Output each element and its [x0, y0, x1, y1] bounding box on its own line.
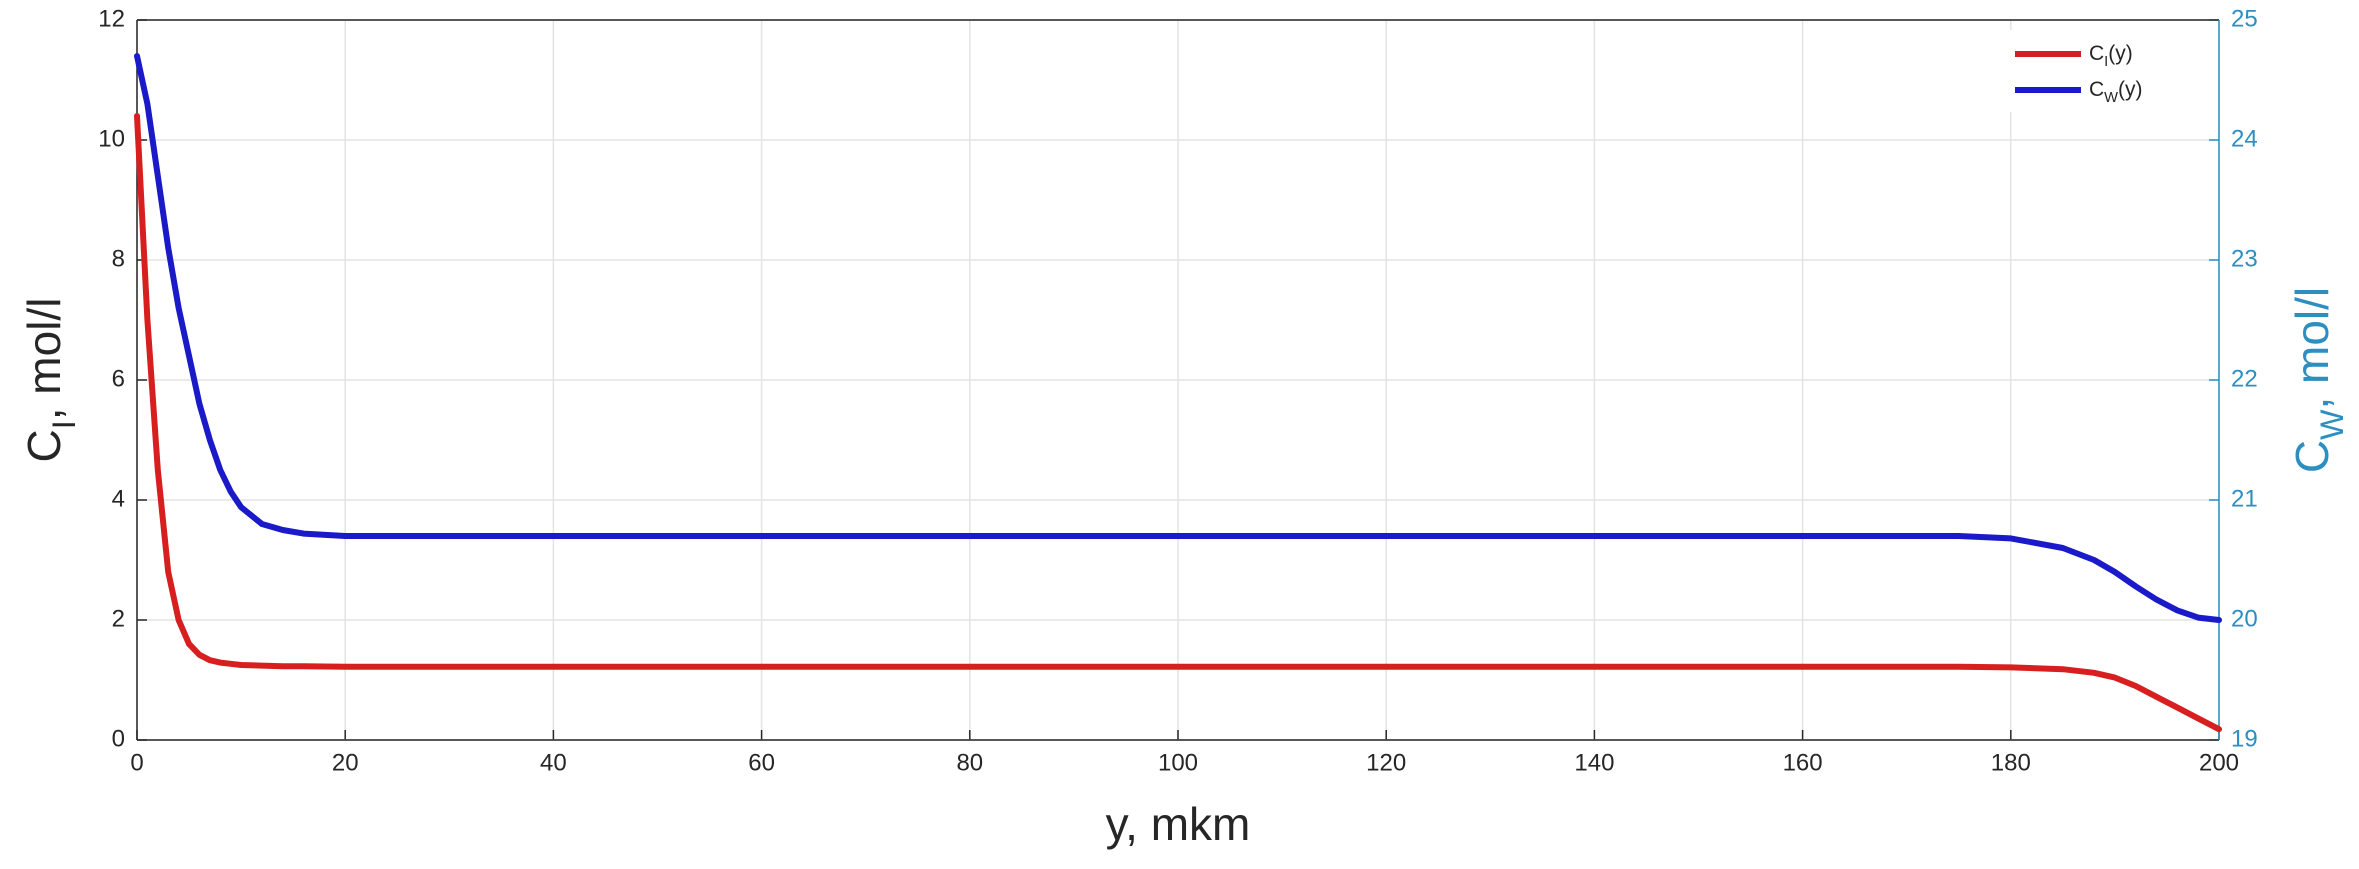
y-tick-label: 6 [112, 365, 125, 392]
x-tick-label: 80 [956, 749, 983, 776]
y-tick-label: 8 [112, 245, 125, 272]
x-tick-label: 0 [130, 749, 143, 776]
series-line [134, 113, 2222, 733]
y-tick-label: 4 [112, 485, 125, 512]
series-line [134, 53, 2222, 623]
legend-label: CW(y) [2089, 78, 2143, 106]
y-axis-label: CI, mol/l [18, 298, 81, 463]
y2-tick-label: 25 [2231, 5, 2258, 32]
y2-tick-label: 19 [2231, 725, 2258, 752]
x-axis-label: y, mkm [1106, 798, 1251, 850]
x-tick-label: 180 [1991, 749, 2031, 776]
x-tick-label: 40 [540, 749, 567, 776]
y-tick-label: 0 [112, 725, 125, 752]
x-tick-label: 60 [748, 749, 775, 776]
x-tick-label: 160 [1783, 749, 1823, 776]
y2-tick-label: 23 [2231, 245, 2258, 272]
x-tick-label: 120 [1366, 749, 1406, 776]
y2-axis-label: CW, mol/l [2286, 287, 2349, 473]
legend-label: CI(y) [2089, 42, 2133, 70]
y2-tick-label: 24 [2231, 125, 2258, 152]
x-tick-label: 200 [2199, 749, 2239, 776]
x-tick-label: 100 [1158, 749, 1198, 776]
y-tick-label: 2 [112, 605, 125, 632]
y-tick-label: 10 [98, 125, 125, 152]
legend-box [2007, 30, 2209, 112]
y-tick-label: 12 [98, 5, 125, 32]
x-tick-label: 140 [1574, 749, 1614, 776]
y2-tick-label: 22 [2231, 365, 2258, 392]
y2-tick-label: 20 [2231, 605, 2258, 632]
y2-tick-label: 21 [2231, 485, 2258, 512]
x-tick-label: 20 [332, 749, 359, 776]
